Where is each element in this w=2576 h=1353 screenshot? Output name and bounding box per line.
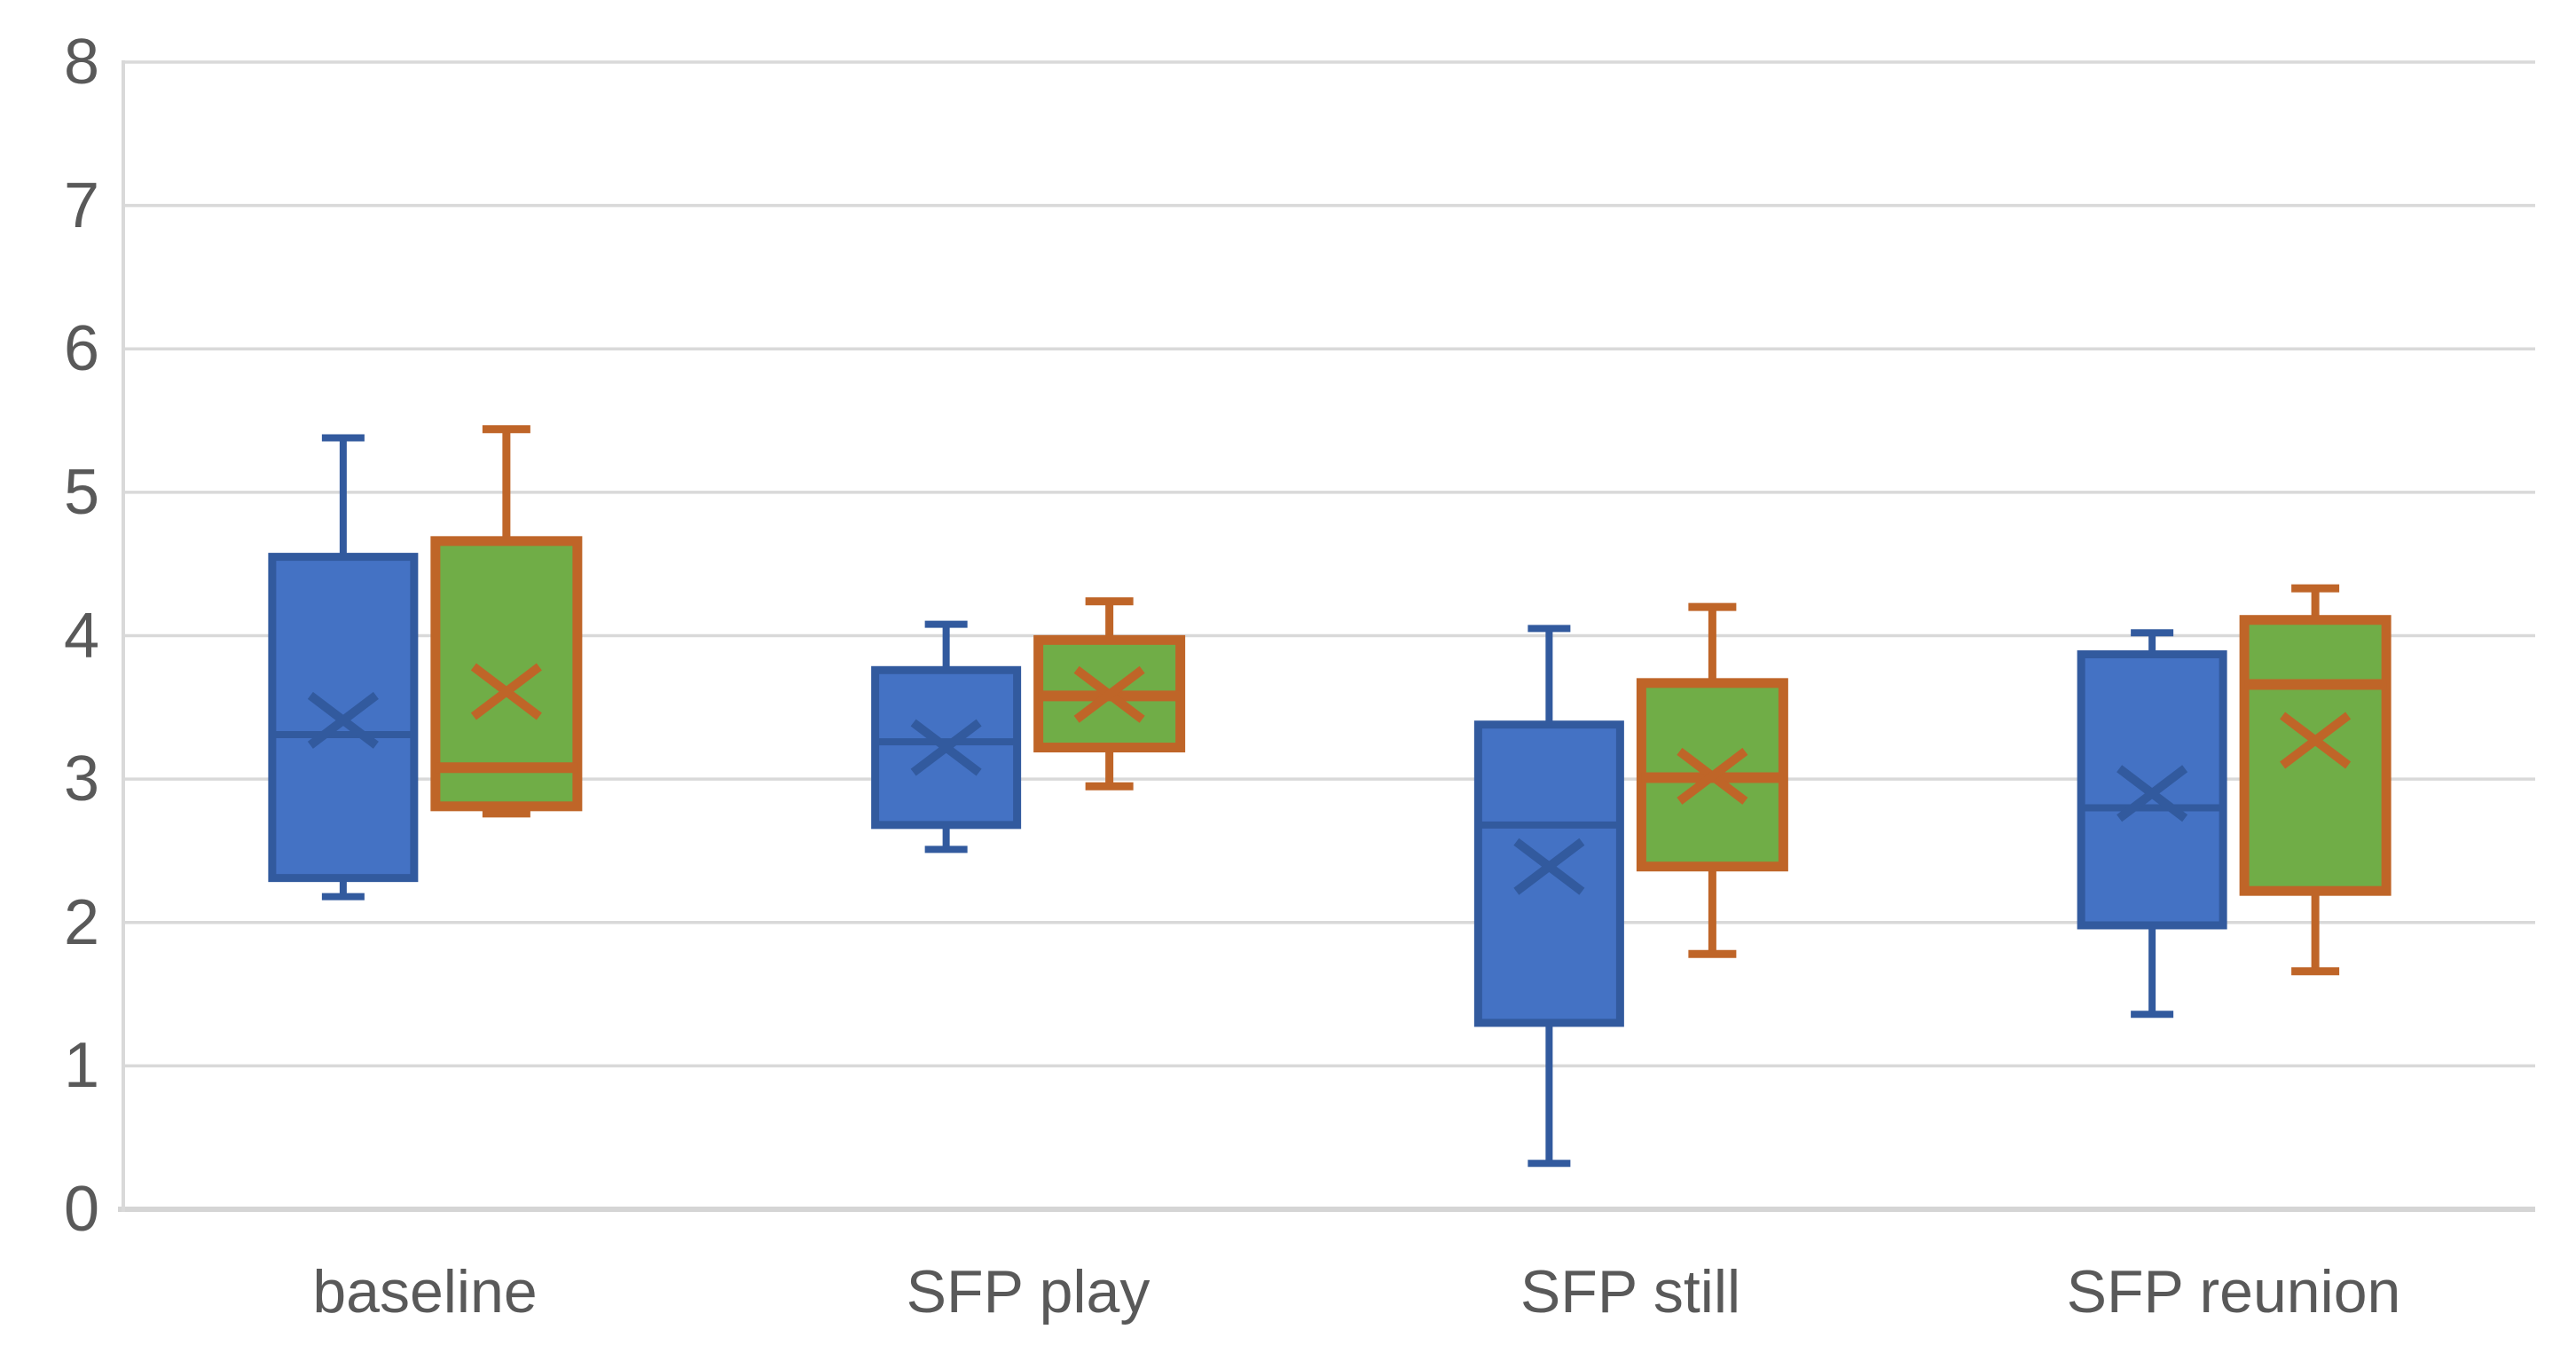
mean-x-marker: [470, 663, 542, 720]
mean-x-marker: [1513, 838, 1585, 895]
x-category-label-sfp-still: SFP still: [1520, 1258, 1741, 1325]
y-tick-label-6: 6: [63, 313, 99, 384]
mean-x-marker: [2280, 712, 2352, 769]
y-tick-label-1: 1: [63, 1030, 99, 1101]
box-series-2-green-SFP-still: [1636, 602, 1788, 958]
iqr-box: [430, 536, 583, 812]
box-series-1-blue-SFP-reunion: [2077, 629, 2227, 1019]
mean-x-marker: [1073, 665, 1145, 723]
box-series-2-green-SFP-play: [1033, 597, 1186, 791]
mean-x-marker: [910, 719, 982, 776]
x-category-label-sfp-reunion: SFP reunion: [2066, 1258, 2401, 1325]
box-series-2-green-SFP-reunion: [2239, 584, 2391, 976]
y-tick-label-5: 5: [63, 457, 99, 528]
x-category-label-sfp-play: SFP play: [906, 1258, 1151, 1325]
box-series-1-blue-SFP-play: [871, 620, 1022, 853]
mean-x-marker: [307, 691, 379, 749]
box-series-1-blue-baseline: [268, 434, 419, 901]
mean-x-marker: [1677, 747, 1748, 805]
y-tick-label-7: 7: [63, 170, 99, 241]
mean-x-marker: [2117, 765, 2188, 822]
y-tick-label-0: 0: [63, 1174, 99, 1245]
iqr-box: [1473, 720, 1624, 1027]
box-series-2-green-baseline: [430, 425, 583, 818]
y-tick-label-4: 4: [63, 601, 99, 672]
y-tick-label-2: 2: [63, 887, 99, 958]
box-series-1-blue-SFP-still: [1473, 625, 1624, 1168]
iqr-box: [2239, 615, 2391, 896]
x-category-label-baseline: baseline: [312, 1258, 538, 1325]
y-tick-label-8: 8: [63, 27, 99, 98]
y-tick-label-3: 3: [63, 743, 99, 814]
